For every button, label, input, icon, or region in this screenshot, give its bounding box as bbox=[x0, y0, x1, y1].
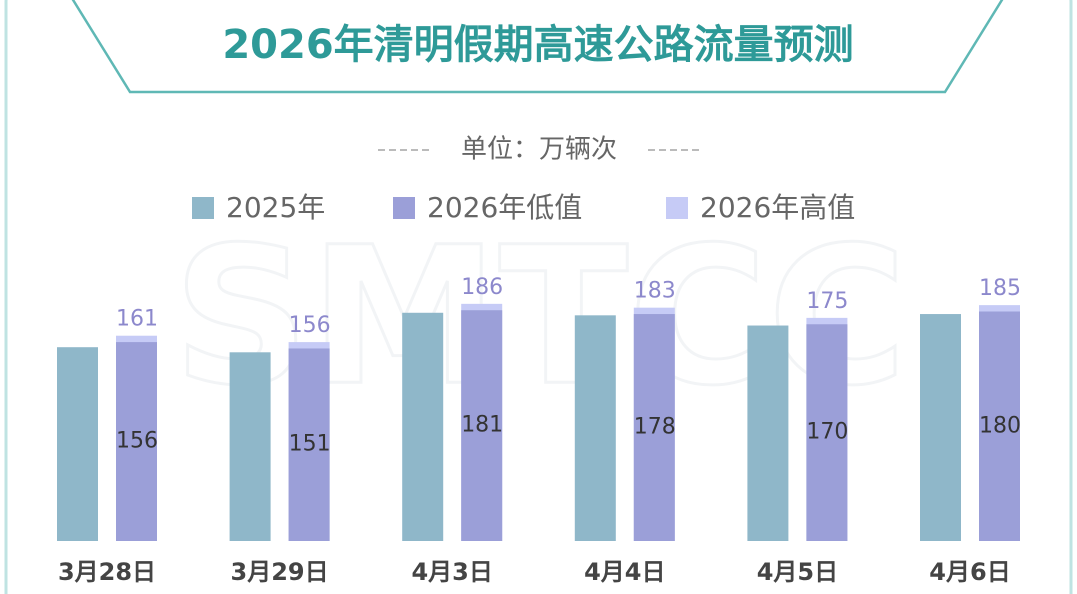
bar bbox=[920, 314, 961, 541]
legend-label: 2026年高值 bbox=[700, 191, 855, 224]
value-label: 178 bbox=[634, 415, 676, 440]
legend-label: 2026年低值 bbox=[427, 191, 582, 224]
value-label: 181 bbox=[461, 413, 503, 438]
x-tick-label: 4月6日 bbox=[929, 558, 1010, 586]
x-tick-label: 3月28日 bbox=[58, 558, 156, 586]
bar bbox=[229, 352, 271, 541]
value-label: 185 bbox=[979, 276, 1021, 301]
bar-low bbox=[633, 314, 675, 541]
bar bbox=[747, 325, 789, 541]
bar-low bbox=[288, 348, 330, 541]
value-label: 151 bbox=[289, 432, 331, 457]
value-label: 156 bbox=[289, 313, 331, 338]
value-label: 156 bbox=[116, 429, 158, 454]
title-banner bbox=[71, 0, 1004, 94]
subtitle: 单位：万辆次 bbox=[461, 135, 617, 165]
bar-low bbox=[116, 342, 157, 541]
bar-low bbox=[461, 310, 503, 541]
x-tick-label: 4月4日 bbox=[584, 558, 665, 586]
watermark: SMTCC bbox=[173, 206, 907, 427]
chart-title: 2026年清明假期高速公路流量预测 bbox=[222, 22, 853, 68]
value-label: 180 bbox=[979, 413, 1021, 438]
x-tick-label: 3月29日 bbox=[231, 558, 329, 586]
x-tick-label: 4月3日 bbox=[411, 558, 492, 586]
legend-label: 2025年 bbox=[226, 191, 325, 224]
bar bbox=[574, 315, 616, 541]
value-label: 175 bbox=[806, 289, 848, 314]
bar bbox=[402, 312, 444, 541]
value-label: 183 bbox=[634, 279, 676, 304]
legend-swatch bbox=[192, 197, 214, 219]
legend-swatch bbox=[393, 197, 415, 219]
value-label: 186 bbox=[461, 275, 503, 300]
value-label: 161 bbox=[116, 307, 158, 332]
legend-swatch bbox=[666, 197, 688, 219]
x-tick-label: 4月5日 bbox=[757, 558, 838, 586]
bar-low bbox=[979, 311, 1020, 541]
bar bbox=[57, 347, 98, 541]
bar-low bbox=[806, 324, 848, 541]
frame bbox=[4, 0, 1073, 594]
value-label: 170 bbox=[806, 420, 848, 445]
